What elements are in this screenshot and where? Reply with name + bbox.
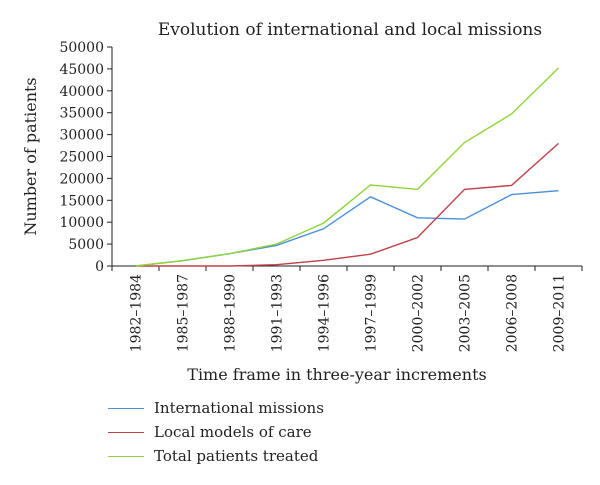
legend-item: International missions	[108, 396, 324, 420]
series-line-2	[135, 142, 559, 267]
series-lines	[135, 67, 559, 267]
x-tick-label: 1988–1990	[223, 274, 239, 352]
x-tick-label: 1985–1987	[176, 274, 192, 352]
series-line-3	[135, 67, 559, 267]
y-tick-label: 45000	[59, 62, 104, 78]
y-tick-label: 35000	[59, 106, 104, 122]
chart-title: Evolution of international and local mis…	[157, 20, 543, 40]
x-tick-label: 2006–2008	[505, 274, 521, 352]
y-tick-label: 5000	[68, 237, 104, 253]
x-tick-label: 1991–1993	[270, 274, 286, 352]
y-tick-label: 20000	[59, 171, 104, 187]
y-axis-ticks: 0 5000 10000 15000 20000 25000 30000 35000 40000…	[59, 40, 112, 275]
y-tick-label: 50000	[59, 40, 104, 56]
chart-legend: International missions Local models of ca…	[108, 396, 324, 468]
y-axis-label: Number of patients	[21, 77, 40, 235]
x-tick-label: 2009–2011	[552, 274, 568, 352]
x-tick-label: 2003–2005	[458, 274, 474, 352]
x-axis-ticks: 1982–1984 1985–1987 1988–1990 1991–1993 1994…	[111, 266, 583, 352]
x-tick-label: 1997–1999	[364, 274, 380, 352]
legend-label: Local models of care	[154, 423, 312, 441]
legend-item: Total patients treated	[108, 444, 324, 468]
legend-swatch	[108, 407, 144, 409]
y-tick-label: 25000	[59, 150, 104, 166]
y-tick-label: 30000	[59, 128, 104, 144]
legend-label: Total patients treated	[154, 447, 319, 465]
legend-label: International missions	[154, 399, 324, 417]
series-line-1	[135, 190, 559, 267]
legend-item: Local models of care	[108, 420, 324, 444]
x-axis-label: Time frame in three-year increments	[187, 365, 486, 384]
y-tick-label: 10000	[59, 215, 104, 231]
y-tick-label: 40000	[59, 84, 104, 100]
y-tick-label: 15000	[59, 193, 104, 209]
legend-swatch	[108, 431, 144, 433]
legend-swatch	[108, 455, 144, 457]
x-tick-label: 2000–2002	[411, 274, 427, 352]
x-tick-label: 1994–1996	[317, 274, 333, 352]
x-tick-label: 1982–1984	[129, 274, 145, 352]
y-tick-label: 0	[95, 259, 104, 275]
